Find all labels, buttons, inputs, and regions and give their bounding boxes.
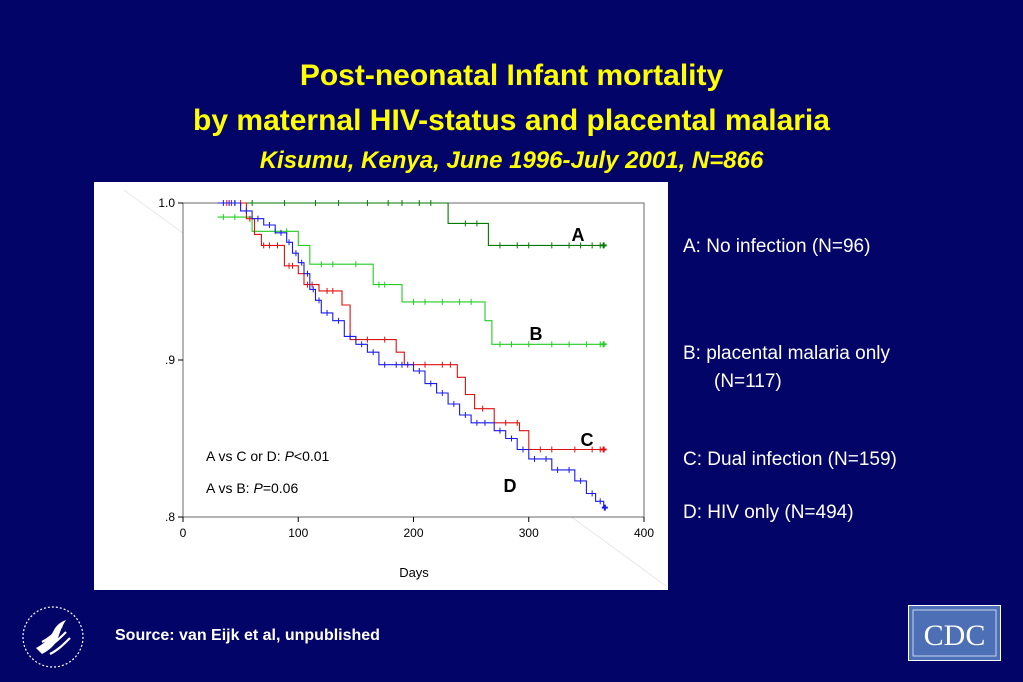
x-tick-label: 0 bbox=[180, 526, 187, 540]
annotation-a-vs-c-or-d: A vs C or D: P<0.01 bbox=[206, 448, 330, 464]
legend-d: D: HIV only (N=494) bbox=[683, 502, 854, 523]
x-tick-label: 100 bbox=[288, 526, 308, 540]
y-tick-label: 1.0 bbox=[158, 196, 175, 210]
series-c-line bbox=[217, 202, 604, 451]
hhs-eagle-icon bbox=[22, 606, 84, 668]
legend-b-count: (N=117) bbox=[714, 371, 782, 392]
slide-subtitle: Kisumu, Kenya, June 1996-July 2001, N=86… bbox=[259, 147, 764, 174]
legend-c: C: Dual infection (N=159) bbox=[683, 449, 897, 470]
x-tick-label: 400 bbox=[634, 526, 654, 540]
x-axis: 0 100 200 300 400 bbox=[180, 517, 654, 540]
series-a bbox=[217, 200, 607, 249]
series-b bbox=[217, 214, 607, 348]
x-axis-label: Days bbox=[399, 565, 429, 580]
cdc-logo: CDC bbox=[908, 605, 1001, 661]
source-note: Source: van Eijk et al, unpublished bbox=[115, 627, 380, 644]
series-b-line bbox=[217, 216, 604, 345]
curve-label-b: B bbox=[530, 324, 543, 344]
curve-label-a: A bbox=[572, 225, 585, 245]
curve-label-d: D bbox=[504, 476, 517, 496]
cdc-logo-text: CDC bbox=[924, 619, 986, 652]
series-d bbox=[217, 200, 608, 511]
x-tick-label: 300 bbox=[519, 526, 539, 540]
survival-chart: 0 100 200 300 400 .8 .9 1.0 Days A vs C or D: … bbox=[123, 189, 667, 587]
annotation-a-vs-b: A vs B: P=0.06 bbox=[206, 480, 298, 496]
series-layer bbox=[217, 200, 608, 511]
curve-label-c: C bbox=[581, 430, 594, 450]
x-tick-label: 200 bbox=[403, 526, 423, 540]
y-tick-label: .9 bbox=[165, 353, 175, 367]
y-axis: .8 .9 1.0 bbox=[158, 196, 183, 524]
slide-title-line1: Post-neonatal Infant mortality bbox=[299, 59, 724, 92]
slide-title-line2: by maternal HIV-status and placental mal… bbox=[193, 104, 830, 137]
series-a-line bbox=[217, 202, 604, 246]
legend-a: A: No infection (N=96) bbox=[683, 236, 871, 257]
chart-panel: 0 100 200 300 400 .8 .9 1.0 Days A vs C or D: … bbox=[94, 182, 668, 590]
legend-b: B: placental malaria only bbox=[683, 343, 890, 364]
y-tick-label: .8 bbox=[165, 510, 175, 524]
series-d-line bbox=[217, 202, 605, 509]
